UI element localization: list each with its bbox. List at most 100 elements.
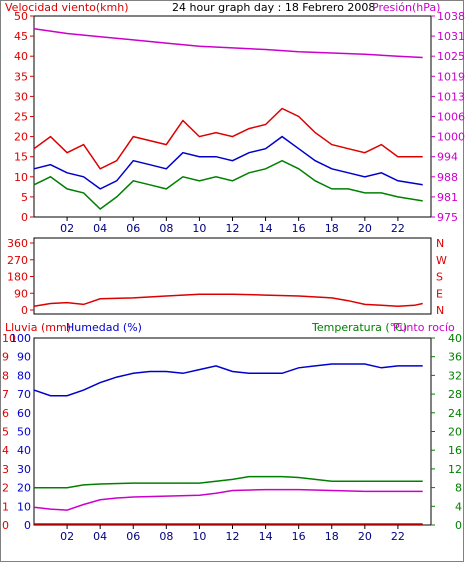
temperature-tick-label: 28 [448,388,462,401]
wind-tick-label: 30 [14,90,28,103]
hour-tick-label: 20 [358,530,372,543]
hour-tick-label: 20 [358,222,372,235]
pressure-axis-label: Presión(hPa) [372,1,440,14]
humidity-tick-label: 80 [17,369,31,382]
temperature-tick-label: 20 [448,426,462,439]
series-temperatura-c- [34,475,423,489]
hour-tick-label: 16 [292,530,306,543]
pressure-tick-label: 1019 [437,70,465,83]
pressure-tick-label: 1038 [437,10,465,23]
direction-tick-label: 360 [7,237,28,250]
humidity-tick-label: 60 [17,407,31,420]
direction-tick-label: 0 [21,304,28,317]
humidity-tick-label: 40 [17,444,31,457]
wind-tick-label: 0 [21,211,28,224]
rain-tick-label: 5 [2,426,9,439]
pressure-tick-label: 988 [437,171,458,184]
temperature-tick-label: 24 [448,407,462,420]
temperature-tick-label: 36 [448,351,462,364]
pressure-tick-label: 1031 [437,30,465,43]
wind-tick-label: 40 [14,50,28,63]
wind-tick-label: 25 [14,111,28,124]
hour-tick-label: 08 [159,222,173,235]
compass-label: E [436,287,443,300]
direction-tick-label: 90 [14,287,28,300]
temp-plot-frame [33,337,432,526]
series-velocidad-m-nima [33,159,423,210]
hour-tick-label: 14 [259,530,273,543]
wind-tick-label: 10 [14,171,28,184]
series-racha [33,107,423,170]
rain-tick-label: 8 [2,369,9,382]
humidity-tick-label: 100 [10,332,31,345]
hour-tick-label: 06 [126,530,140,543]
rain-tick-label: 10 [2,332,16,345]
rain-tick-label: 1 [2,500,9,513]
rain-tick-label: 0 [2,519,9,532]
pressure-tick-label: 1013 [437,90,465,103]
temperature-tick-label: 40 [448,332,462,345]
humidity-tick-label: 90 [17,351,31,364]
pressure-tick-label: 1006 [437,111,465,124]
series-presi-n-hpa- [33,28,423,59]
temperature-tick-label: 0 [455,519,462,532]
pressure-tick-label: 1025 [437,50,465,63]
wind-tick-label: 50 [14,10,28,23]
rain-tick-label: 9 [2,351,9,364]
hour-tick-label: 18 [325,530,339,543]
series-humedad- [33,363,423,397]
hour-tick-label: 14 [259,222,273,235]
temperature-tick-label: 8 [455,482,462,495]
wind-pressure-panel: Velocidad viento(kmh) 24 hour graph day … [5,1,465,235]
hour-tick-label: 12 [226,530,240,543]
pressure-tick-label: 975 [437,211,458,224]
series-wind-direction [33,293,423,308]
compass-label: N [436,237,444,250]
hour-tick-label: 22 [391,222,405,235]
humidity-tick-label: 10 [17,500,31,513]
direction-tick-label: 270 [7,254,28,267]
humidity-tick-label: 20 [17,482,31,495]
hour-tick-label: 08 [159,530,173,543]
rain-tick-label: 3 [2,463,9,476]
wind-tick-label: 5 [21,191,28,204]
rain-tick-label: 7 [2,388,9,401]
compass-label: W [436,254,447,267]
wind-tick-label: 15 [14,151,28,164]
chart-title: 24 hour graph day : 18 Febrero 2008 [172,1,375,14]
humidity-temperature-panel: Lluvia (mm) Humedad (%) Temperatura (°C)… [2,321,462,543]
humidity-tick-label: 70 [17,388,31,401]
hour-tick-label: 10 [192,222,206,235]
hour-tick-label: 02 [60,222,74,235]
series-punto-roc-o [33,488,423,511]
pressure-tick-label: 1000 [437,131,465,144]
hour-tick-label: 06 [126,222,140,235]
hour-tick-label: 16 [292,222,306,235]
hour-tick-label: 10 [192,530,206,543]
temperature-tick-label: 32 [448,369,462,382]
hour-tick-label: 04 [93,530,107,543]
hour-tick-label: 12 [226,222,240,235]
wind-plot-frame [33,15,432,218]
rain-tick-label: 4 [2,444,9,457]
wind-tick-label: 45 [14,30,28,43]
hour-tick-label: 04 [93,222,107,235]
wind-tick-label: 35 [14,70,28,83]
rain-axis-label: Lluvia (mm) [5,321,71,334]
rain-tick-label: 2 [2,482,9,495]
wind-speed-axis-label: Velocidad viento(kmh) [5,1,129,14]
series-velocidad-media [33,135,423,190]
pressure-tick-label: 994 [437,151,458,164]
direction-tick-label: 180 [7,271,28,284]
pressure-tick-label: 981 [437,191,458,204]
humidity-tick-label: 50 [17,426,31,439]
temperature-tick-label: 12 [448,463,462,476]
humidity-axis-label: Humedad (%) [66,321,142,334]
hour-tick-label: 22 [391,530,405,543]
rain-tick-label: 6 [2,407,9,420]
temperature-axis-label: Temperatura (°C) [311,321,407,334]
hour-tick-label: 18 [325,222,339,235]
dew-point-axis-label: Punto rocío [393,321,455,334]
